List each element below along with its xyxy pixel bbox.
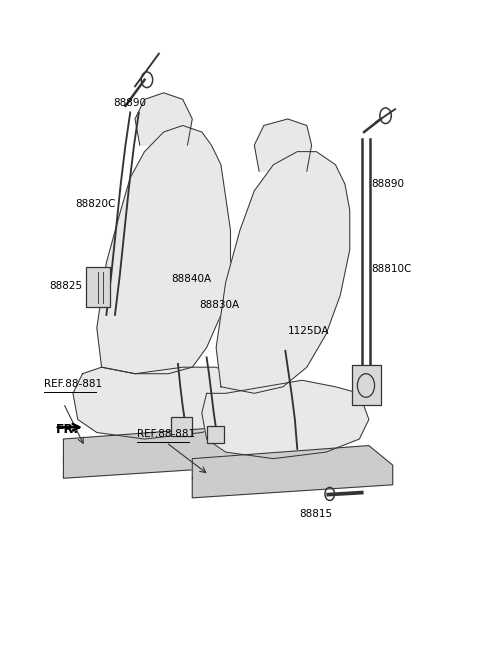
Polygon shape [97, 125, 230, 374]
Text: 88810C: 88810C [371, 264, 412, 274]
Text: FR.: FR. [56, 422, 79, 436]
FancyBboxPatch shape [171, 417, 192, 436]
Polygon shape [135, 93, 192, 145]
Text: 1125DA: 1125DA [288, 326, 329, 337]
Polygon shape [192, 445, 393, 498]
Text: 88820C: 88820C [75, 199, 116, 209]
Polygon shape [216, 152, 350, 394]
FancyBboxPatch shape [86, 267, 110, 307]
Text: REF.88-881: REF.88-881 [137, 429, 195, 439]
Polygon shape [63, 426, 264, 478]
FancyBboxPatch shape [352, 365, 381, 405]
Text: 88840A: 88840A [171, 274, 211, 284]
Text: 88890: 88890 [371, 179, 404, 190]
Polygon shape [202, 380, 369, 459]
Text: 88825: 88825 [49, 281, 82, 291]
Polygon shape [73, 367, 250, 439]
Text: 88830A: 88830A [199, 300, 240, 310]
Text: 88890: 88890 [114, 98, 146, 108]
FancyBboxPatch shape [206, 426, 224, 443]
Polygon shape [254, 119, 312, 171]
Text: REF.88-881: REF.88-881 [44, 379, 102, 388]
Text: 88815: 88815 [300, 509, 333, 519]
